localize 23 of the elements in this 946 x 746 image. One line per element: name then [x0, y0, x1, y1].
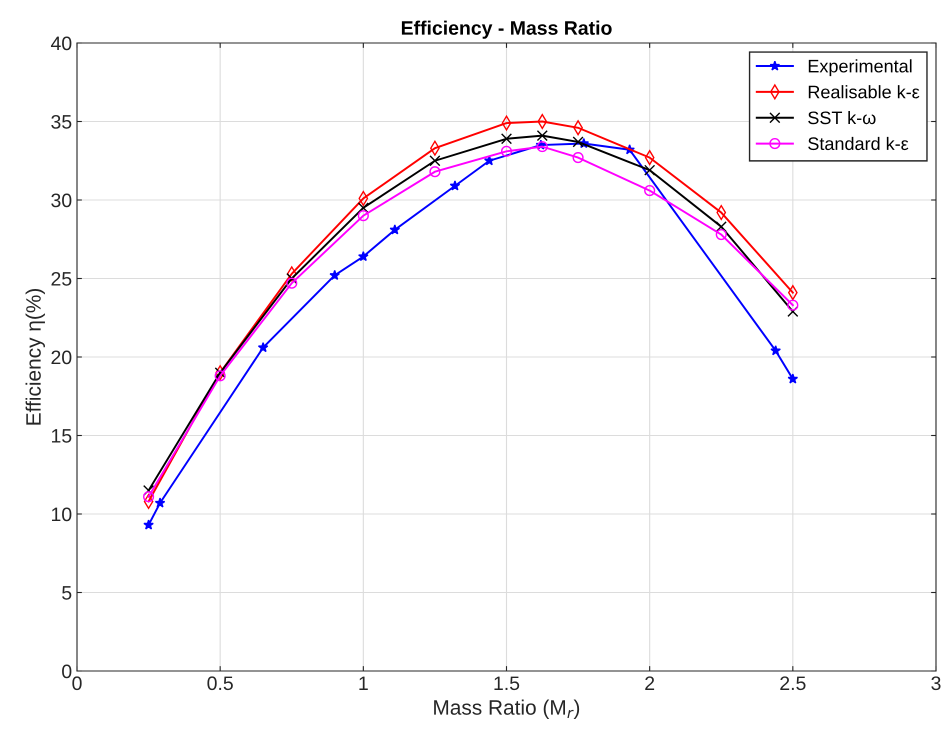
y-tick-label: 40	[50, 36, 72, 50]
x-tick-label: 2.5	[780, 676, 806, 690]
x-tick-label: 1.5	[494, 676, 520, 690]
x-axis-title: Mass Ratio (M$_{r}$)	[434, 700, 580, 719]
y-tick-label: 15	[52, 429, 72, 443]
chart-title: Efficiency - Mass Ratio	[402, 20, 612, 39]
y-tick-label: 35	[51, 114, 72, 129]
x-tick-label: 0.5	[207, 676, 233, 690]
x-tick-label: 0	[72, 676, 82, 690]
x-tick-label: 1	[359, 676, 368, 690]
y-tick-label: 25	[51, 272, 72, 286]
legend-label: Standard k-ε	[808, 136, 908, 150]
legend-label: SST k-ω	[808, 110, 876, 124]
y-tick-label: 10	[52, 507, 72, 522]
y-axis-title: Efficiency η(%)	[26, 289, 45, 425]
y-tick-label: 0	[62, 664, 72, 678]
x-tick-label: 2	[645, 676, 654, 690]
legend-label: Realisable k-ε	[808, 85, 920, 98]
y-tick-label: 20	[51, 350, 72, 364]
y-tick-label: 30	[51, 193, 72, 208]
y-tick-label: 5	[62, 586, 72, 600]
legend-label: Experimental	[808, 59, 912, 76]
x-tick-label: 3	[931, 676, 941, 690]
